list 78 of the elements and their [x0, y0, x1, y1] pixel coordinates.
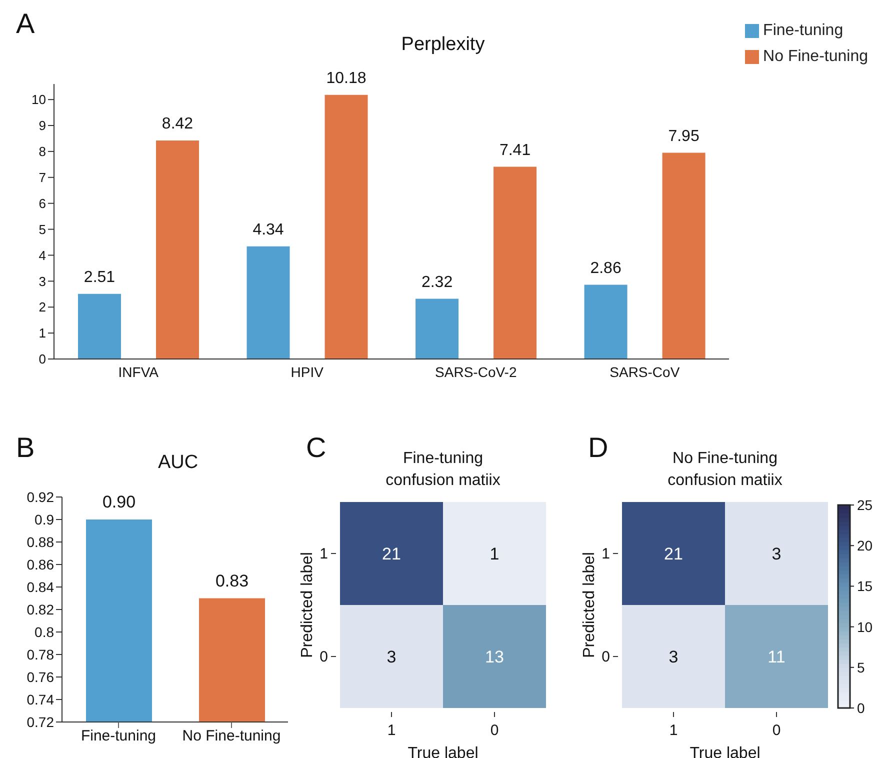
data-label: 0.83 [215, 571, 249, 590]
data-label: 3 [772, 544, 782, 564]
y-tick-label: 0.74 [26, 691, 54, 708]
y-tick-label: 10 [32, 92, 46, 108]
x-tick-label: 0 [490, 722, 499, 739]
x-axis-title: True label [408, 745, 478, 758]
bar [584, 284, 628, 359]
data-label: 2.51 [84, 268, 116, 286]
y-tick-label: 2 [38, 300, 46, 315]
x-tick-label: HPIV [290, 364, 324, 380]
color-bar-label: 20 [857, 538, 873, 554]
bar [662, 152, 706, 359]
y-tick-label: 0.82 [26, 601, 54, 618]
y-tick-label: 0.78 [26, 646, 54, 662]
data-label: 4.34 [252, 221, 284, 238]
x-axis-title: True label [690, 745, 760, 758]
text: D [588, 432, 608, 464]
data-label: 1 [490, 544, 500, 564]
chart-title: AUC [156, 452, 200, 474]
data-label: 7.95 [668, 128, 700, 145]
text: B [16, 432, 35, 464]
data-label: 2.86 [590, 260, 622, 277]
chart-title: Fine-tuning confusion matiix [384, 449, 502, 491]
color-bar-label: 25 [857, 497, 873, 513]
y-tick-label: 1 [38, 326, 46, 341]
y-tick-label: 5 [38, 222, 46, 237]
data-label: 8.42 [162, 116, 194, 133]
data-label: 21 [382, 544, 401, 564]
chart-title: No Fine-tuning confusion matiix [666, 449, 784, 491]
text: A [16, 8, 35, 40]
y-axis-title: Predicted label [299, 552, 316, 658]
y-tick-label: 0.9 [34, 511, 54, 528]
data-label: 2.32 [421, 274, 453, 291]
text: C [306, 432, 326, 464]
x-tick-label: INFVA [118, 364, 160, 380]
legend-label: Fine-tuning [763, 22, 844, 39]
legend-label: No Fine-tuning [763, 48, 868, 65]
y-tick-label: 6 [38, 196, 46, 211]
y-tick-label: 0 [38, 352, 46, 367]
data-label: 3 [386, 648, 396, 666]
y-tick-label: 0.84 [26, 578, 54, 595]
color-bar-label: 5 [857, 659, 865, 676]
x-tick-label: 1 [387, 722, 396, 739]
y-tick-label: 0.92 [26, 488, 54, 505]
bar [246, 246, 290, 359]
bar [494, 166, 537, 359]
y-tick-label: 0.72 [26, 714, 54, 730]
y-tick-label: 9 [38, 118, 46, 134]
y-tick-label: 0.76 [26, 668, 54, 685]
x-tick-label: Fine-tuning [80, 728, 156, 745]
bar [156, 140, 199, 359]
data-label: 13 [485, 648, 504, 666]
chart-title: Perplexity [401, 34, 485, 55]
color-bar-label: 15 [857, 578, 873, 594]
bar [324, 94, 368, 359]
color-bar-label: 0 [857, 700, 865, 716]
data-label: 0.90 [102, 492, 136, 512]
data-label: 11 [768, 648, 786, 666]
bar [416, 298, 459, 359]
data-label: 10.18 [326, 70, 366, 87]
data-label: 7.41 [499, 142, 531, 159]
x-tick-label: SARS-CoV [610, 364, 680, 380]
data-label: 3 [668, 648, 678, 666]
y-tick-label: 0.8 [34, 624, 54, 640]
x-tick-label: No Fine-tuning [182, 728, 281, 745]
y-tick-label: 3 [38, 274, 46, 289]
color-bar-label: 10 [857, 618, 873, 635]
y-tick-label: 7 [38, 170, 46, 186]
y-tick-label: 8 [38, 144, 46, 160]
x-tick-label: 1 [669, 722, 678, 739]
x-tick-label: SARS-CoV-2 [435, 364, 517, 380]
y-axis-title: Predicted label [581, 552, 598, 658]
y-tick-label: 4 [38, 248, 46, 263]
y-tick-label: 0.88 [26, 534, 54, 550]
y-tick-label: 0.86 [26, 556, 54, 572]
data-label: 21 [664, 544, 683, 564]
bar [78, 294, 121, 359]
x-tick-label: 0 [772, 722, 781, 739]
